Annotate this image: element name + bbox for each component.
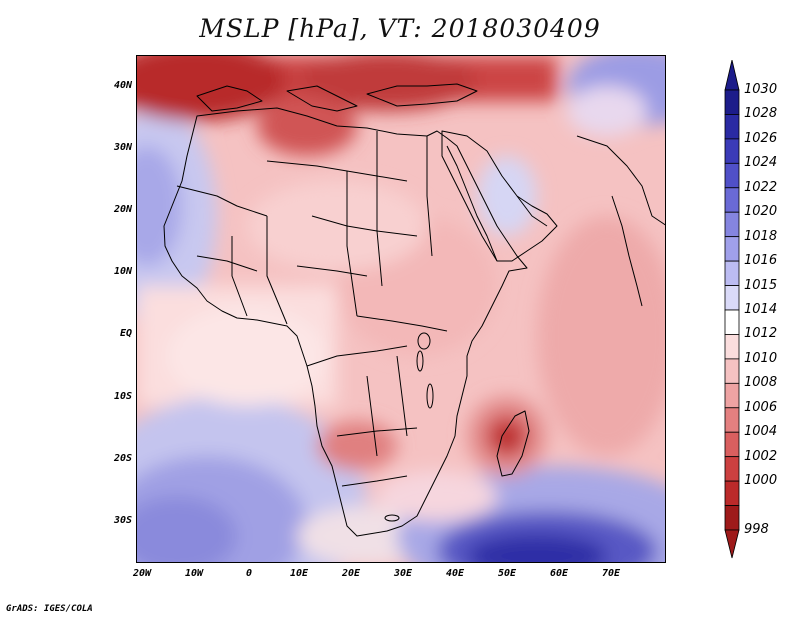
colorbar-top-arrow xyxy=(724,60,740,91)
colorbar-swatch xyxy=(724,382,740,409)
colorbar-label: 1008 xyxy=(744,375,778,391)
credit-text: GrADS: IGES/COLA xyxy=(6,604,93,614)
lon-label-0: 0 xyxy=(246,568,253,579)
colorbar-label: 1024 xyxy=(744,155,778,171)
lat-label-eq: EQ xyxy=(119,328,132,339)
colorbar-label: 1014 xyxy=(744,302,778,317)
colorbar-label: 1015 xyxy=(744,277,778,293)
map-title: MSLP [hPa], VT: 2018030409 xyxy=(199,14,601,43)
colorbar-swatch xyxy=(724,456,740,482)
lon-label-60e: 60E xyxy=(550,568,569,579)
colorbar-label: 1022 xyxy=(744,179,778,195)
colorbar-label: 1018 xyxy=(744,228,778,244)
colorbar-label: 1010 xyxy=(744,350,778,366)
lon-label-70e: 70E xyxy=(602,568,621,579)
colorbar-swatch xyxy=(724,309,740,335)
lat-label-10n: 10N xyxy=(113,266,132,277)
colorbar-swatch xyxy=(724,114,740,140)
colorbar-label: 1030 xyxy=(744,82,778,97)
lat-label-40n: 40N xyxy=(113,80,132,91)
colorbar-swatch xyxy=(724,138,740,164)
lon-label-20w: 20W xyxy=(133,568,152,579)
colorbar-label: 1020 xyxy=(744,204,778,220)
colorbar-label: 1000 xyxy=(744,473,778,489)
colorbar-bottom-arrow xyxy=(724,529,740,559)
mslp-field xyxy=(137,56,665,562)
colorbar-swatch xyxy=(724,260,740,286)
colorbar-swatch xyxy=(724,480,740,506)
coastlines xyxy=(163,83,665,537)
colorbar-swatch xyxy=(724,236,740,262)
colorbar-swatch xyxy=(724,187,740,213)
lon-label-50e: 50E xyxy=(498,568,517,579)
lat-label-30n: 30N xyxy=(113,142,132,153)
colorbar-label: 1006 xyxy=(744,399,778,415)
colorbar-label: 1012 xyxy=(744,326,778,342)
colorbar-label: 1026 xyxy=(744,130,778,146)
colorbar xyxy=(724,60,740,559)
colorbar-swatch xyxy=(724,285,740,311)
pressure-shading xyxy=(137,56,665,562)
lon-label-10e: 10E xyxy=(290,568,309,579)
colorbar-label: 1004 xyxy=(744,424,778,440)
map-panel xyxy=(136,55,666,563)
colorbar-swatch xyxy=(724,334,740,360)
colorbar-swatch xyxy=(724,407,740,433)
lat-label-10s: 10S xyxy=(113,391,132,402)
colorbar-swatch xyxy=(724,358,740,384)
colorbar-label: 1016 xyxy=(744,253,778,269)
colorbar-swatch xyxy=(724,89,740,115)
lon-label-20e: 20E xyxy=(342,568,361,579)
colorbar-swatch xyxy=(724,431,740,458)
lat-label-30s: 30S xyxy=(113,515,132,526)
colorbar-swatch xyxy=(724,505,740,531)
lon-label-30e: 30E xyxy=(394,568,413,579)
colorbar-label: 998 xyxy=(744,522,769,537)
colorbar-swatch xyxy=(724,211,740,238)
lat-label-20s: 20S xyxy=(113,453,132,464)
lon-label-10w: 10W xyxy=(185,568,204,579)
lat-label-20n: 20N xyxy=(113,204,132,215)
lon-label-40e: 40E xyxy=(446,568,465,579)
colorbar-label: 1028 xyxy=(744,106,778,122)
colorbar-swatch xyxy=(724,162,740,189)
colorbar-label: 1002 xyxy=(744,448,778,464)
